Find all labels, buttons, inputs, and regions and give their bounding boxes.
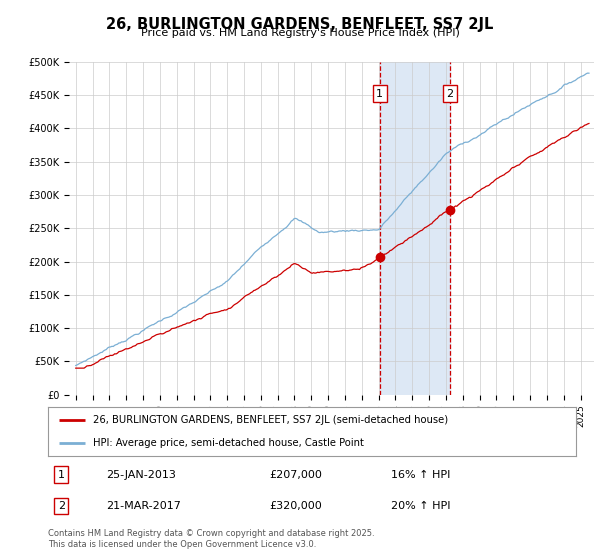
- Text: £207,000: £207,000: [270, 470, 323, 480]
- Text: 26, BURLINGTON GARDENS, BENFLEET, SS7 2JL (semi-detached house): 26, BURLINGTON GARDENS, BENFLEET, SS7 2J…: [93, 416, 448, 426]
- Text: HPI: Average price, semi-detached house, Castle Point: HPI: Average price, semi-detached house,…: [93, 438, 364, 448]
- Text: Price paid vs. HM Land Registry's House Price Index (HPI): Price paid vs. HM Land Registry's House …: [140, 28, 460, 38]
- Text: 2: 2: [58, 501, 65, 511]
- Bar: [380, 62, 449, 395]
- Text: Contains HM Land Registry data © Crown copyright and database right 2025.
This d: Contains HM Land Registry data © Crown c…: [48, 529, 374, 549]
- Text: 2: 2: [446, 88, 453, 99]
- Text: 21-MAR-2017: 21-MAR-2017: [106, 501, 181, 511]
- Text: 20% ↑ HPI: 20% ↑ HPI: [391, 501, 451, 511]
- Text: 16% ↑ HPI: 16% ↑ HPI: [391, 470, 451, 480]
- Text: £320,000: £320,000: [270, 501, 323, 511]
- Text: 1: 1: [376, 88, 383, 99]
- Text: 25-JAN-2013: 25-JAN-2013: [106, 470, 176, 480]
- Text: 26, BURLINGTON GARDENS, BENFLEET, SS7 2JL: 26, BURLINGTON GARDENS, BENFLEET, SS7 2J…: [106, 17, 494, 32]
- Text: 1: 1: [58, 470, 65, 480]
